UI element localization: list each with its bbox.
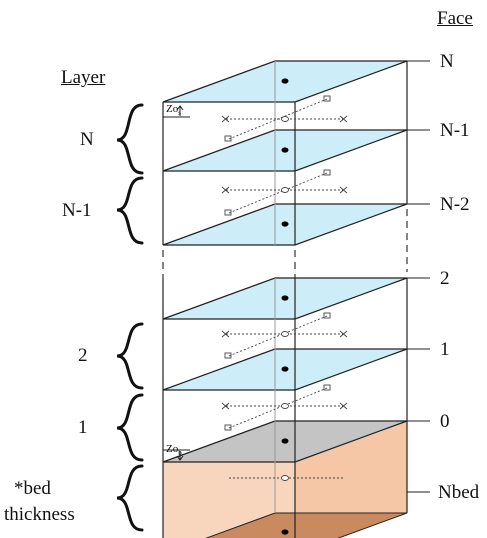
brace-layer-n-1 bbox=[116, 176, 144, 245]
face-label-n-2: N-2 bbox=[440, 194, 470, 215]
brace-layer-1 bbox=[116, 393, 144, 462]
bed-label-line2: thickness bbox=[4, 504, 75, 525]
face-label-0: 0 bbox=[440, 411, 450, 432]
brace-layer-2 bbox=[116, 322, 144, 390]
face-label-n: N bbox=[440, 51, 454, 72]
face-label-2: 2 bbox=[440, 268, 450, 289]
roughness-markers bbox=[163, 105, 190, 461]
layer-braces bbox=[116, 103, 144, 532]
vertical-break bbox=[162, 209, 408, 278]
layer-label-2: 2 bbox=[78, 345, 88, 366]
column-edges bbox=[162, 61, 408, 538]
layer-label-1: 1 bbox=[78, 417, 88, 438]
bed-side-face bbox=[295, 421, 407, 538]
face-header: Face bbox=[437, 8, 473, 29]
layer-markers-n-1 bbox=[221, 169, 348, 216]
face-label-1: 1 bbox=[440, 339, 450, 360]
layer-markers-n bbox=[221, 95, 348, 142]
layer-markers-2 bbox=[221, 312, 348, 359]
brace-bed bbox=[116, 464, 144, 532]
layer-label-n: N bbox=[80, 129, 94, 150]
face-ticks bbox=[407, 60, 430, 493]
layer-header: Layer bbox=[61, 67, 106, 88]
face-label-nbed: Nbed bbox=[438, 482, 480, 503]
roughness-label-bottom: Zob bbox=[166, 443, 182, 458]
layer-markers-bed bbox=[229, 475, 344, 481]
brace-layer-n bbox=[116, 103, 144, 175]
layer-markers-1 bbox=[221, 384, 348, 431]
face-label-n-1: N-1 bbox=[440, 120, 470, 141]
bed-block bbox=[163, 421, 408, 538]
face-center-dots bbox=[281, 78, 289, 535]
roughness-label-surface: Zos bbox=[166, 103, 181, 118]
layer-markers bbox=[221, 95, 348, 481]
bed-label-line1: *bed bbox=[14, 478, 51, 499]
layer-label-n-1: N-1 bbox=[62, 200, 92, 221]
